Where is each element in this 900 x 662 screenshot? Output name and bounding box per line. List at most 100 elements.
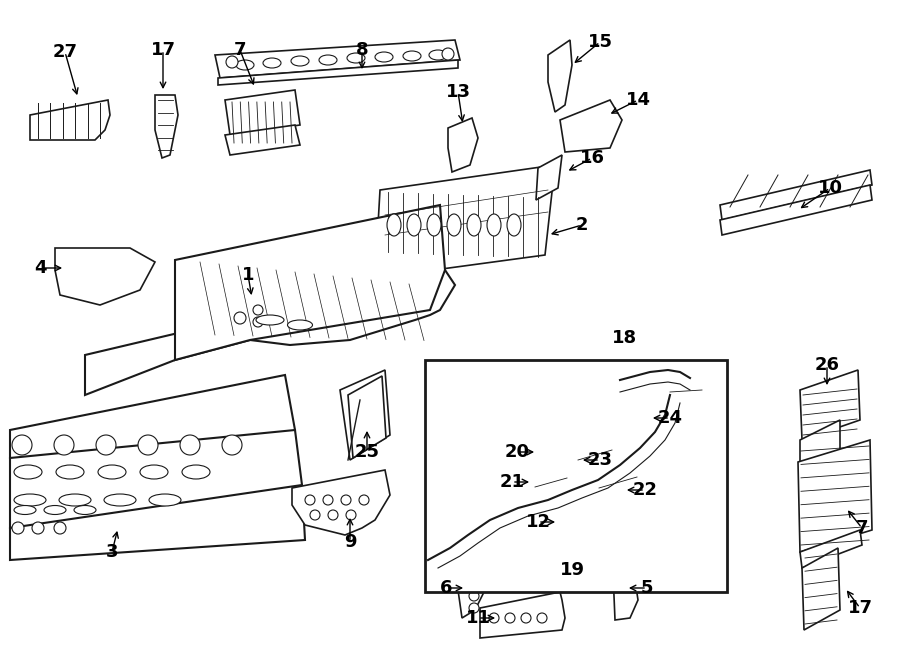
- Ellipse shape: [236, 60, 254, 70]
- Ellipse shape: [140, 465, 168, 479]
- Polygon shape: [532, 468, 568, 502]
- Circle shape: [537, 613, 547, 623]
- Text: 24: 24: [658, 409, 682, 427]
- Circle shape: [505, 613, 515, 623]
- Polygon shape: [218, 60, 458, 85]
- Circle shape: [253, 305, 263, 315]
- Ellipse shape: [104, 494, 136, 506]
- Text: 9: 9: [344, 533, 356, 551]
- Polygon shape: [10, 430, 302, 528]
- Polygon shape: [375, 165, 555, 278]
- Circle shape: [12, 522, 24, 534]
- Polygon shape: [668, 375, 704, 413]
- Circle shape: [310, 510, 320, 520]
- Circle shape: [442, 48, 454, 60]
- Circle shape: [226, 56, 238, 68]
- Circle shape: [96, 435, 116, 455]
- Circle shape: [138, 435, 158, 455]
- Polygon shape: [292, 470, 390, 535]
- Text: 22: 22: [633, 481, 658, 499]
- Polygon shape: [612, 545, 638, 620]
- Ellipse shape: [182, 465, 210, 479]
- Text: 25: 25: [355, 443, 380, 461]
- Ellipse shape: [59, 494, 91, 506]
- Text: 8: 8: [356, 41, 368, 59]
- Polygon shape: [30, 100, 110, 140]
- Ellipse shape: [74, 506, 96, 514]
- Polygon shape: [175, 205, 445, 360]
- Circle shape: [469, 577, 479, 587]
- Text: 14: 14: [626, 91, 651, 109]
- Polygon shape: [560, 100, 622, 152]
- Ellipse shape: [291, 56, 309, 66]
- Circle shape: [346, 510, 356, 520]
- Ellipse shape: [44, 506, 66, 514]
- Polygon shape: [340, 370, 390, 460]
- Text: 5: 5: [641, 579, 653, 597]
- Polygon shape: [575, 440, 613, 472]
- Ellipse shape: [429, 50, 447, 60]
- Text: 20: 20: [505, 443, 529, 461]
- Text: 16: 16: [580, 149, 605, 167]
- Circle shape: [489, 613, 499, 623]
- Polygon shape: [155, 95, 178, 158]
- Circle shape: [253, 317, 263, 327]
- Circle shape: [469, 603, 479, 613]
- Polygon shape: [458, 548, 495, 618]
- Polygon shape: [720, 170, 872, 220]
- Ellipse shape: [14, 494, 46, 506]
- Text: 4: 4: [34, 259, 46, 277]
- Ellipse shape: [14, 506, 36, 514]
- Text: 17: 17: [150, 41, 176, 59]
- Circle shape: [12, 435, 32, 455]
- Circle shape: [359, 495, 369, 505]
- Ellipse shape: [56, 465, 84, 479]
- Text: 26: 26: [814, 356, 840, 374]
- Ellipse shape: [507, 214, 521, 236]
- Text: 19: 19: [560, 561, 584, 579]
- Text: 2: 2: [576, 216, 589, 234]
- Circle shape: [54, 522, 66, 534]
- Circle shape: [341, 495, 351, 505]
- Bar: [425, 360, 727, 592]
- Polygon shape: [798, 440, 872, 552]
- Polygon shape: [225, 90, 300, 135]
- Polygon shape: [802, 548, 840, 630]
- Circle shape: [305, 495, 315, 505]
- Polygon shape: [548, 40, 572, 112]
- Ellipse shape: [487, 214, 501, 236]
- Polygon shape: [800, 420, 840, 470]
- Polygon shape: [596, 465, 638, 503]
- Polygon shape: [448, 118, 478, 172]
- Polygon shape: [720, 185, 872, 235]
- Polygon shape: [548, 505, 603, 543]
- Polygon shape: [10, 485, 305, 560]
- Polygon shape: [225, 125, 300, 155]
- Circle shape: [54, 435, 74, 455]
- Circle shape: [585, 521, 595, 531]
- Circle shape: [521, 613, 531, 623]
- Text: 7: 7: [856, 519, 868, 537]
- Text: 27: 27: [52, 43, 77, 61]
- Circle shape: [222, 435, 242, 455]
- Text: 15: 15: [588, 33, 613, 51]
- Polygon shape: [55, 248, 155, 305]
- Ellipse shape: [407, 214, 421, 236]
- Text: 11: 11: [465, 609, 491, 627]
- Ellipse shape: [447, 214, 461, 236]
- Text: 1: 1: [242, 266, 254, 284]
- Ellipse shape: [263, 58, 281, 68]
- Polygon shape: [85, 270, 455, 395]
- Ellipse shape: [98, 465, 126, 479]
- Circle shape: [569, 521, 579, 531]
- Ellipse shape: [427, 214, 441, 236]
- Text: 12: 12: [526, 513, 551, 531]
- Polygon shape: [540, 440, 575, 470]
- Text: 3: 3: [106, 543, 118, 561]
- Ellipse shape: [375, 52, 393, 62]
- Text: 6: 6: [440, 579, 452, 597]
- Ellipse shape: [149, 494, 181, 506]
- Text: 21: 21: [500, 473, 525, 491]
- Text: 7: 7: [234, 41, 247, 59]
- Ellipse shape: [467, 214, 481, 236]
